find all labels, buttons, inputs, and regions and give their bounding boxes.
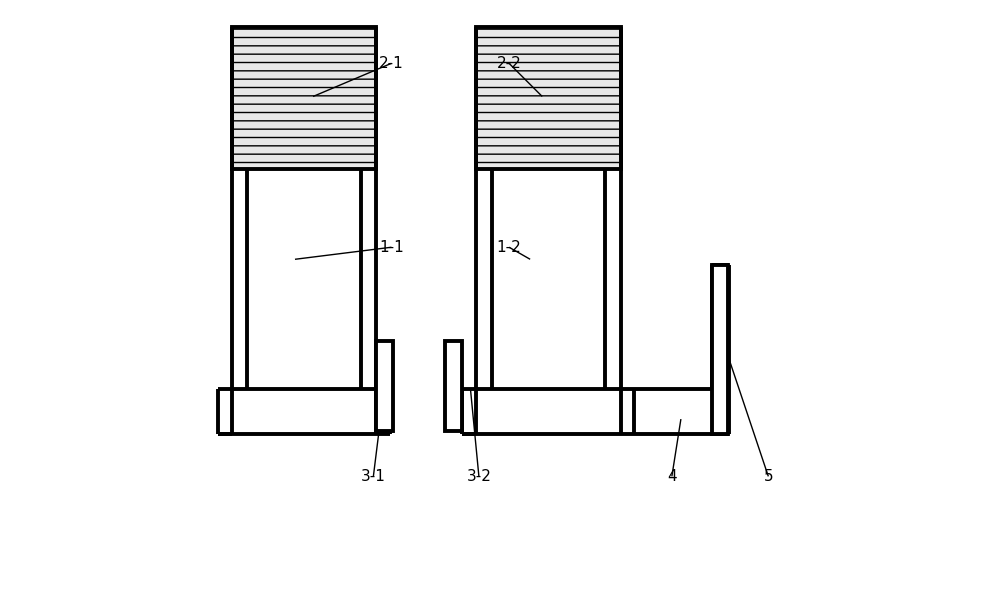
Bar <box>376 341 393 431</box>
Bar <box>712 265 728 434</box>
Text: 1-1: 1-1 <box>379 240 404 254</box>
Text: 3-2: 3-2 <box>466 469 491 484</box>
Bar <box>445 341 462 431</box>
Text: 1-2: 1-2 <box>497 240 521 254</box>
Text: 3-1: 3-1 <box>361 469 386 484</box>
Text: 5: 5 <box>764 469 773 484</box>
Text: 2-1: 2-1 <box>379 56 404 71</box>
Bar <box>476 27 621 169</box>
Text: 2-2: 2-2 <box>497 56 521 71</box>
Text: 4: 4 <box>667 469 677 484</box>
Bar <box>232 27 376 169</box>
